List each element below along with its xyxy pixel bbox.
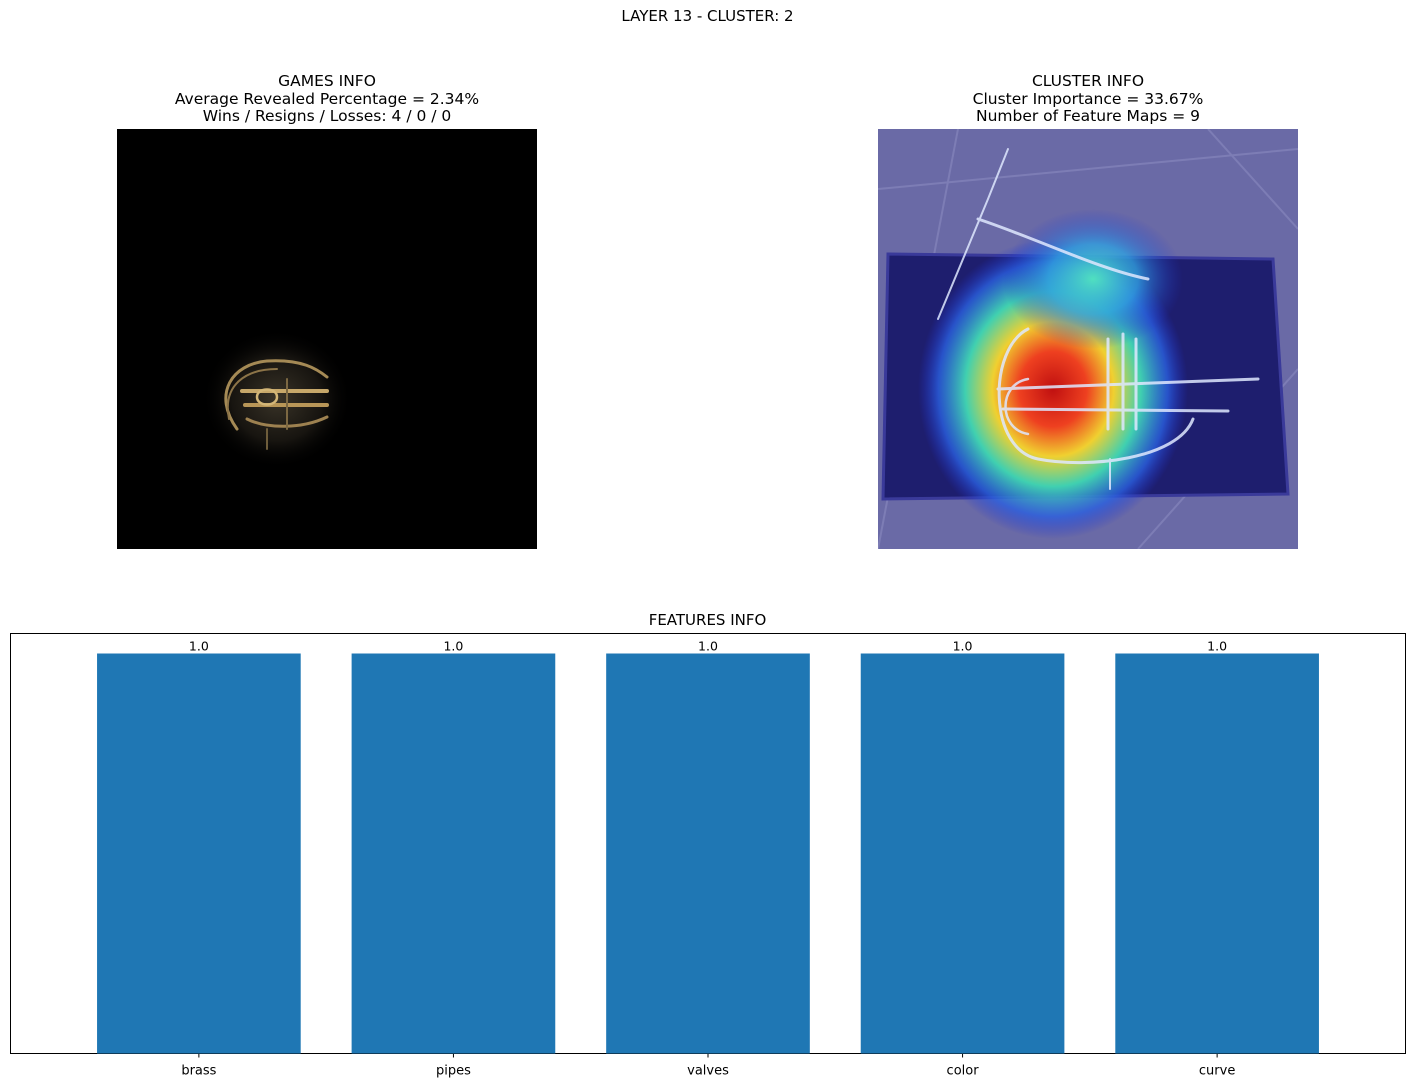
revealed-horn-picture <box>117 129 537 549</box>
games-info-title-block: GAMES INFO Average Revealed Percentage =… <box>117 72 537 126</box>
games-info-results: Wins / Resigns / Losses: 4 / 0 / 0 <box>202 107 452 125</box>
data-label-pipes: 1.0 <box>443 639 463 654</box>
x-tick-label-pipes: pipes <box>436 1064 471 1079</box>
bar-pipes <box>351 653 556 1054</box>
x-tick-label-color: color <box>947 1064 980 1079</box>
figure-suptitle: LAYER 13 - CLUSTER: 2 <box>621 7 794 25</box>
data-label-brass: 1.0 <box>189 639 209 654</box>
x-tick-label-valves: valves <box>687 1064 729 1079</box>
revealed-image <box>117 129 537 549</box>
data-label-color: 1.0 <box>953 639 973 654</box>
features-chart-title: FEATURES INFO <box>648 611 767 629</box>
data-label-valves: 1.0 <box>698 639 718 654</box>
bar-curve <box>1115 653 1319 1054</box>
games-info-revealed-percentage: Average Revealed Percentage = 2.34% <box>174 89 480 108</box>
bar-valves <box>606 653 810 1054</box>
x-tick-label-curve: curve <box>1199 1064 1235 1079</box>
x-tick-label-brass: brass <box>181 1064 216 1079</box>
x-ticks-layer: brass pipes valves color curve <box>181 1053 1235 1079</box>
data-label-curve: 1.0 <box>1207 639 1227 654</box>
games-info-title: GAMES INFO <box>278 72 376 90</box>
cluster-info-title-block: CLUSTER INFO Cluster Importance = 33.67%… <box>878 72 1298 126</box>
data-labels-layer: 1.0 1.0 1.0 1.0 1.0 <box>189 639 1227 654</box>
bar-color <box>860 653 1065 1054</box>
cluster-info-feature-maps: Number of Feature Maps = 9 <box>975 107 1201 125</box>
cluster-info-importance: Cluster Importance = 33.67% <box>972 89 1204 108</box>
heatmap-horn-picture <box>878 129 1298 549</box>
cluster-heatmap-image <box>878 129 1298 549</box>
bar-brass <box>97 653 301 1054</box>
bars-layer <box>97 653 1319 1054</box>
cluster-info-title: CLUSTER INFO <box>1031 72 1145 90</box>
